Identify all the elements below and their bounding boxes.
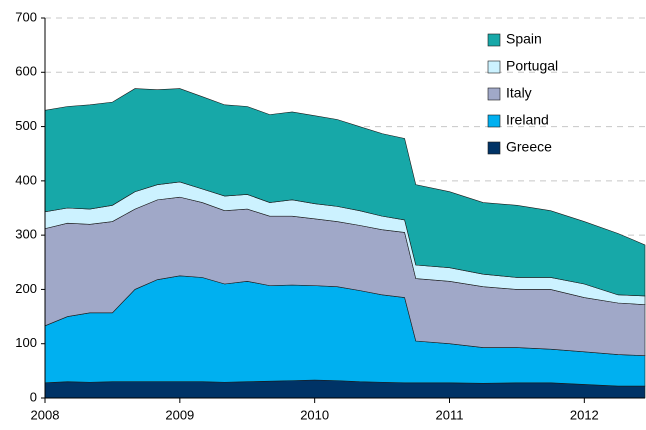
- y-tick-label: 0: [30, 389, 37, 404]
- legend-swatch: [487, 33, 501, 47]
- y-tick-label: 700: [15, 9, 37, 24]
- legend-swatch: [487, 114, 501, 128]
- y-tick-label: 500: [15, 118, 37, 133]
- legend: Spain Portugal Italy Ireland Greece: [487, 31, 558, 155]
- legend-label: Ireland: [506, 112, 549, 128]
- legend-label: Greece: [506, 139, 552, 155]
- x-tick-label: 2011: [436, 407, 464, 422]
- legend-swatch: [487, 141, 501, 155]
- legend-label: Spain: [506, 31, 542, 47]
- x-tick-label: 2009: [165, 407, 194, 422]
- area: [44, 88, 646, 297]
- x-tick-label: 2008: [31, 407, 60, 422]
- y-tick-label: 100: [15, 335, 37, 350]
- legend-swatch: [487, 60, 501, 74]
- y-tick-label: 400: [15, 172, 37, 187]
- legend-label: Italy: [506, 85, 532, 101]
- legend-label: Portugal: [506, 58, 558, 74]
- x-tick-label: 2012: [570, 407, 599, 422]
- legend-swatch: [487, 87, 501, 101]
- y-tick-label: 600: [15, 64, 37, 79]
- x-tick-label: 2010: [300, 407, 329, 422]
- y-tick-label: 200: [15, 281, 37, 296]
- y-tick-label: 300: [15, 227, 37, 242]
